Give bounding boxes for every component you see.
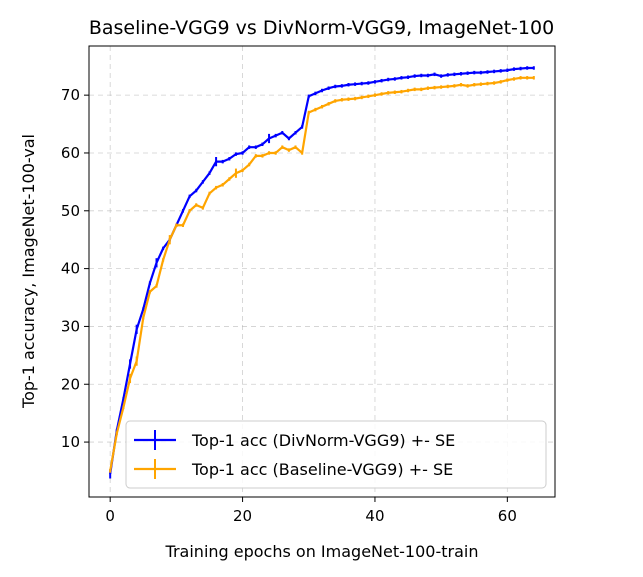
- y-tick-label: 70: [61, 86, 80, 104]
- series-layer: [109, 66, 535, 479]
- x-tick-label: 0: [105, 507, 115, 525]
- legend-label: Top-1 acc (DivNorm-VGG9) +- SE: [191, 431, 455, 450]
- chart-title: Baseline-VGG9 vs DivNorm-VGG9, ImageNet-…: [89, 17, 554, 39]
- x-tick-label: 60: [498, 507, 517, 525]
- y-tick-label: 50: [61, 202, 80, 220]
- plot-frame: [88, 45, 556, 498]
- x-axis-label: Training epochs on ImageNet-100-train: [165, 542, 479, 561]
- y-tick-label: 30: [61, 317, 80, 335]
- y-tick-label: 20: [61, 375, 80, 393]
- series-line: [109, 76, 534, 472]
- series-divnorm: [109, 66, 535, 479]
- x-tick-label: 40: [365, 507, 384, 525]
- legend-label: Top-1 acc (Baseline-VGG9) +- SE: [191, 460, 453, 479]
- y-axis-label: Top-1 accuracy, ImageNet-100-val: [19, 134, 38, 409]
- y-tick-label: 40: [61, 260, 80, 278]
- series-baseline: [109, 76, 535, 473]
- legend-box: [125, 420, 547, 489]
- legend: Top-1 acc (DivNorm-VGG9) +- SE Top-1 acc …: [125, 420, 547, 489]
- y-tick-label: 10: [61, 433, 80, 451]
- y-tick-label: 60: [61, 144, 80, 162]
- series-line: [109, 66, 534, 475]
- grid: [89, 46, 555, 497]
- ticks: 0 20 40 60 10 20 30 40 50 60 70: [61, 86, 517, 525]
- x-tick-label: 20: [233, 507, 252, 525]
